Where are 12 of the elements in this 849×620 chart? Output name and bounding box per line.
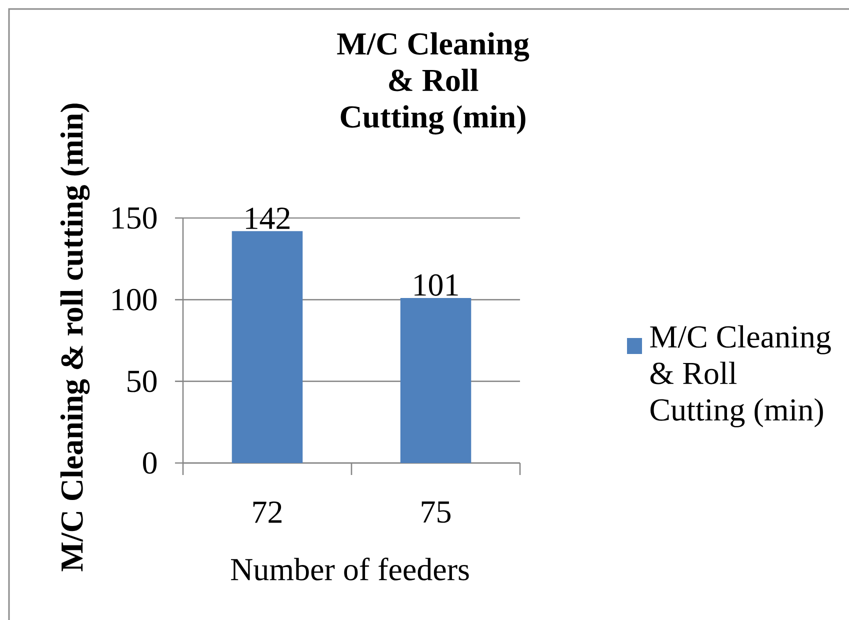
y-tick-label: 0 — [143, 452, 157, 474]
y-tick-label: 50 — [128, 370, 157, 392]
x-tick-label: 72 — [253, 502, 282, 523]
x-axis-title: Number of feeders — [230, 558, 469, 580]
y-tick-label: 100 — [112, 288, 157, 310]
chart-title: M/C Cleaning & Roll Cutting (min) — [337, 32, 530, 134]
legend-label: M/C Cleaning & Roll Cutting (min) — [650, 325, 831, 428]
data-label: 101 — [414, 274, 458, 296]
data-label: 142 — [246, 208, 290, 229]
y-axis-title: M/C Cleaning & roll cutting (min) — [60, 104, 90, 572]
x-tick-label: 75 — [422, 502, 451, 523]
y-tick-label: 150 — [112, 207, 157, 229]
